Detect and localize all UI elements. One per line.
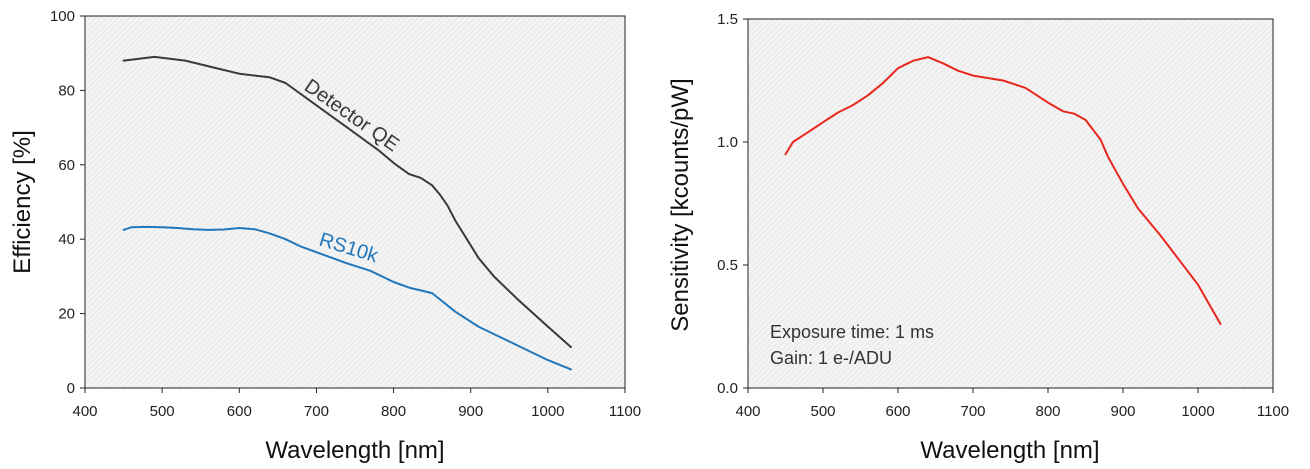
sensitivity-y-axis-title: Sensitivity [kcounts/pW] [667,78,694,331]
sensitivity-y-ticks: 0.0 0.5 1.0 1.5 [717,11,748,397]
detector-qe-line [122,55,572,349]
efficiency-x-tick-label: 500 [150,403,175,420]
efficiency-x-tick-label: 1100 [609,403,641,420]
sensitivity-x-tick-label: 800 [1035,403,1060,420]
sensitivity-x-tick-label: 1000 [1181,403,1214,420]
efficiency-x-tick-label: 700 [304,403,329,420]
sensitivity-lines [784,56,1222,325]
efficiency-y-tick-label: 0 [67,380,75,397]
efficiency-plot-area [84,15,626,389]
efficiency-x-tick-label: 1000 [531,403,564,420]
efficiency-y-tick-label: 20 [58,306,75,323]
sensitivity-x-tick-label: 700 [960,403,985,420]
efficiency-y-tick-label: 40 [58,231,75,248]
efficiency-y-tick-label: 100 [50,8,75,25]
sensitivity-x-axis-title: Wavelength [nm] [920,437,1099,464]
efficiency-y-ticks: 0 20 40 60 80 100 [50,8,85,397]
efficiency-y-tick-label: 80 [58,82,75,99]
efficiency-x-tick-label: 900 [458,403,483,420]
efficiency-x-axis-title: Wavelength [nm] [265,437,444,464]
exposure-time-annotation: Exposure time: 1 ms [770,322,934,342]
sensitivity-x-tick-label: 1100 [1257,403,1289,420]
sensitivity-x-tick-label: 500 [810,403,835,420]
sensitivity-plot-area [747,18,1274,389]
sensitivity-x-tick-label: 400 [735,403,760,420]
sensitivity-x-ticks: 400 500 600 700 800 900 1000 1100 [735,388,1289,420]
gain-annotation: Gain: 1 e-/ADU [770,348,892,368]
sensitivity-chart: 400 500 600 700 800 900 1000 1100 0.00.51.01.5 … [667,11,1289,464]
rs10k-line [122,225,572,371]
sensitivity-x-tick-label: 600 [885,403,910,420]
efficiency-y-tick-label: 60 [58,157,75,174]
efficiency-x-tick-label: 400 [72,403,97,420]
sensitivity-y-tick-label: 0.5 [717,257,738,274]
sensitivity-y-tick-label: 1.5 [717,11,738,28]
efficiency-x-tick-label: 800 [381,403,406,420]
efficiency-y-axis-title: Efficiency [%] [9,130,36,274]
sensitivity-y-tick-label: 1.0 [717,134,738,151]
efficiency-lines [122,55,572,371]
efficiency-x-ticks: 400 500 600 700 800 900 1000 1100 [72,388,641,420]
sensitivity-x-tick-label: 900 [1110,403,1135,420]
sensitivity-line [784,56,1222,325]
efficiency-chart: 400 500 600 700 800 900 1000 1100 020406080100 … [9,8,641,464]
sensitivity-y-tick-label: 0.0 [717,380,738,397]
efficiency-x-tick-label: 600 [227,403,252,420]
